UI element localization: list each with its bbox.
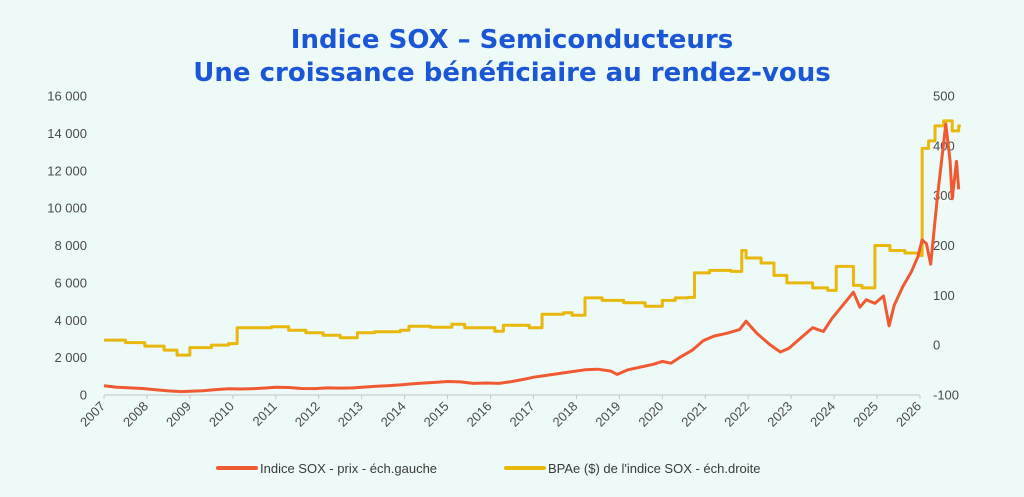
right-tick-label: -100	[933, 388, 959, 403]
left-tick-label: 0	[80, 388, 87, 403]
x-tick-label: 2025	[850, 399, 881, 430]
x-tick-label: 2008	[120, 399, 151, 430]
x-tick-label: 2023	[764, 399, 795, 430]
left-tick-label: 16 000	[47, 89, 87, 104]
right-tick-label: 500	[933, 89, 955, 104]
x-tick-label: 2013	[335, 399, 366, 430]
legend: Indice SOX - prix - éch.gauche BPAe ($) d…	[216, 461, 761, 476]
right-tick-label: 0	[933, 338, 940, 353]
x-axis: 2007 2008 2009 2010 2011 2012 2013 2014 2015 2016…	[77, 394, 924, 430]
series-price-line	[103, 122, 961, 394]
x-tick-label: 2007	[77, 399, 108, 430]
left-tick-label: 12 000	[47, 163, 87, 178]
x-tick-label: 2018	[549, 399, 580, 430]
x-tick-label: 2020	[635, 399, 666, 430]
left-tick-label: 10 000	[47, 201, 87, 216]
chart-title: Indice SOX – Semiconducteurs Une croissa…	[0, 24, 1024, 90]
x-tick-label: 2026	[893, 399, 924, 430]
left-axis-ticks: 0 2 000 4 000 6 000 8 000 10 000 12 000 14 000 1…	[47, 89, 87, 403]
x-tick-label: 2016	[464, 399, 495, 430]
x-tick-label: 2010	[206, 399, 237, 430]
legend-eps-label: BPAe ($) de l'indice SOX - éch.droite	[548, 461, 761, 476]
left-tick-label: 4 000	[54, 313, 87, 328]
series-eps-line	[104, 119, 961, 357]
legend-price-label: Indice SOX - prix - éch.gauche	[260, 461, 437, 476]
chart-title-line1: Indice SOX – Semiconducteurs	[290, 25, 734, 55]
x-tick-label: 2012	[292, 399, 323, 430]
x-tick-label: 2021	[678, 399, 709, 430]
right-tick-label: 200	[933, 238, 955, 253]
x-tick-label: 2009	[163, 399, 194, 430]
left-tick-label: 6 000	[54, 275, 87, 290]
x-tick-label: 2011	[250, 399, 280, 429]
left-tick-label: 8 000	[54, 238, 87, 253]
x-tick-label: 2022	[721, 399, 752, 430]
x-tick-label: 2015	[421, 399, 452, 430]
x-tick-label: 2024	[807, 399, 838, 430]
series-layer	[103, 119, 961, 394]
right-tick-label: 100	[933, 288, 955, 303]
x-tick-label: 2017	[507, 399, 538, 430]
left-tick-label: 2 000	[54, 350, 87, 365]
left-tick-label: 14 000	[47, 126, 87, 141]
x-tick-label: 2019	[592, 399, 623, 430]
chart-title-line2: Une croissance bénéficiaire au rendez-vo…	[193, 58, 831, 88]
x-tick-label: 2014	[378, 399, 409, 430]
